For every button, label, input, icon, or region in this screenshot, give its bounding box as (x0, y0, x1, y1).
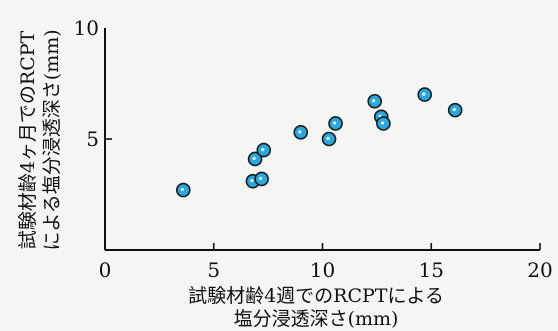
data-point (256, 142, 272, 158)
axes (104, 28, 541, 251)
data-point (293, 125, 309, 140)
data-point (447, 102, 463, 118)
x-tick-label: 5 (207, 258, 220, 282)
data-point-highlight (250, 179, 254, 183)
x-tick-label: 10 (310, 258, 335, 282)
x-axis-title-line-1: 試験材齢4週でのRCPTによる (188, 285, 444, 307)
y-axis-title-line-2: による塩分浸透深さ(mm) (41, 29, 63, 250)
data-point-highlight (326, 136, 330, 141)
data-point-highlight (298, 130, 302, 134)
x-tick-label: 20 (527, 258, 552, 282)
x-tick-label: 0 (99, 258, 112, 282)
data-point-highlight (380, 121, 384, 125)
data-point (417, 87, 433, 102)
tick-labels: 0 5 10 15 20 5 10 (74, 16, 553, 282)
x-tick-label: 15 (419, 258, 444, 282)
data-point-highlight (180, 187, 184, 192)
data-point (321, 131, 337, 147)
data-point (367, 93, 383, 109)
data-point (376, 116, 391, 131)
data-point (247, 151, 263, 167)
data-point-highlight (252, 156, 256, 161)
data-point (328, 116, 343, 131)
x-axis-title-line-2: 塩分浸透深さ(mm) (234, 308, 399, 330)
y-tick-label: 5 (86, 127, 99, 151)
data-point-highlight (259, 176, 263, 181)
data-point-highlight (332, 121, 337, 125)
y-axis-title-line-1: 試験材齢4ヶ月でのRCPT (17, 30, 39, 249)
y-tick-label: 10 (74, 16, 99, 40)
data-point (176, 182, 191, 198)
data-point-highlight (452, 108, 456, 112)
data-points (176, 87, 463, 198)
data-point-highlight (422, 92, 426, 96)
data-point-highlight (372, 99, 376, 103)
data-point (254, 171, 269, 187)
data-point-highlight (261, 148, 265, 152)
